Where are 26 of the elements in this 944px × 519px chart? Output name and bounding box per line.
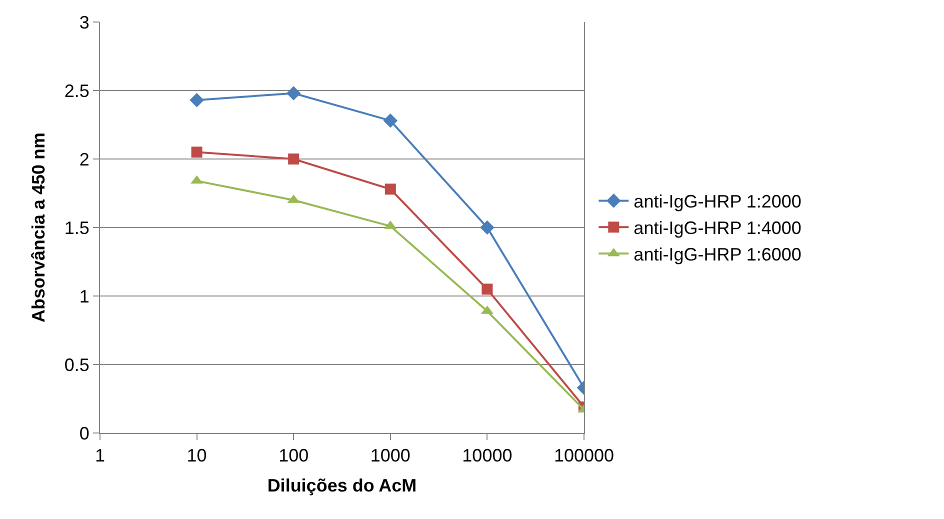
point <box>482 284 493 295</box>
x-tick-label: 1 <box>94 446 106 466</box>
point <box>190 92 204 108</box>
y-tick-label: 1 <box>79 286 90 306</box>
x-tick-label: 10 <box>186 446 207 466</box>
y-tick-label: 1.5 <box>64 218 90 238</box>
y-axis-title: Absorvância a 450 nm <box>28 132 49 323</box>
point <box>480 220 494 235</box>
point <box>286 86 301 100</box>
legend-label: anti-IgG-HRP 1:6000 <box>634 244 802 265</box>
x-tick-label: 10000 <box>462 446 512 466</box>
legend-label: anti-IgG-HRP 1:4000 <box>634 218 802 238</box>
point <box>288 154 300 164</box>
point <box>384 184 396 195</box>
x-tick-label: 100000 <box>554 446 614 466</box>
legend-label: anti-IgG-HRP 1:2000 <box>634 192 802 212</box>
x-tick-label: 100 <box>278 446 309 466</box>
point <box>191 146 202 158</box>
y-tick-label: 0.5 <box>64 354 90 375</box>
y-tick-label: 3 <box>79 12 90 32</box>
y-tick-label: 2 <box>79 149 90 170</box>
x-tick-label: 1000 <box>370 446 410 466</box>
point <box>383 113 398 128</box>
y-tick-label: 2.5 <box>64 80 90 101</box>
y-tick-label: 0 <box>79 423 90 444</box>
x-axis-title: Diluições do AcM <box>267 476 417 496</box>
